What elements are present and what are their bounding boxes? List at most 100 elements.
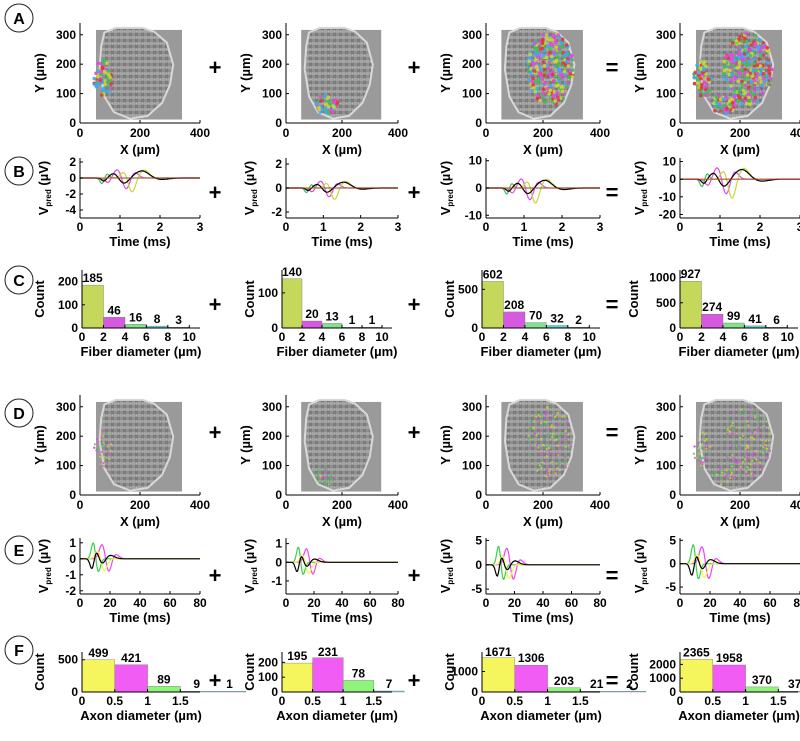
y-tick-label: 300 [262, 28, 282, 42]
y-tick-label: 0 [471, 321, 478, 335]
y-tick-label: 200 [656, 429, 676, 443]
fiber-dot [324, 102, 329, 107]
histogram-bar [81, 284, 104, 329]
fiber-dot [761, 439, 764, 442]
x-tick-label: 1 [544, 694, 551, 708]
fiber-dot [552, 33, 556, 38]
fiber-dot [701, 457, 704, 460]
fiber-dot [750, 472, 753, 475]
fiber-dot [763, 426, 766, 429]
fiber-dot [742, 409, 745, 412]
fiber-dot [554, 45, 558, 49]
fiber-dot [732, 464, 735, 467]
histogram-bar [712, 664, 746, 693]
x-tick-label: 400 [388, 498, 408, 512]
fiber-dot [747, 446, 750, 450]
fiber-dot [103, 445, 107, 448]
fiber-dot [100, 465, 103, 468]
y-axis-label: Y (µm) [438, 53, 453, 93]
bar-value-label: 32 [550, 312, 564, 326]
fiber-dot [730, 442, 734, 445]
x-tick-label: 2 [757, 220, 764, 234]
fiber-dot [700, 82, 704, 87]
x-tick-label: 0.5 [506, 694, 523, 708]
y-axis-label: Count [442, 653, 457, 691]
y-axis-label-main: V [242, 206, 257, 215]
fiber-dot [534, 79, 539, 83]
fiber-dot [730, 471, 733, 474]
fiber-dot [699, 456, 702, 459]
x-tick-label: 400 [590, 126, 610, 140]
fiber-dot [750, 417, 754, 420]
map-panel-a-2: 0 200 400 0 100 200 300 X (µm) Y (µm) [238, 23, 408, 157]
plus-operator: + [209, 292, 222, 317]
fiber-dot [730, 41, 735, 45]
row-label-d: D [4, 398, 34, 428]
x-tick-label: 200 [533, 126, 553, 140]
fiber-dot [752, 57, 756, 61]
x-tick-label: 0.5 [704, 694, 721, 708]
fiber-dot [740, 474, 743, 477]
fiber-dot [733, 460, 736, 463]
y-tick-label: 100 [258, 670, 278, 684]
fiber-dot [553, 40, 558, 45]
fiber-dot [530, 88, 534, 93]
x-tick-label: 0 [77, 126, 84, 140]
x-tick-label: 60 [565, 596, 579, 610]
x-axis-label: Time (ms) [709, 610, 770, 625]
y-axis-label: Y (µm) [438, 425, 453, 465]
fiber-dot [549, 446, 552, 449]
fiber-dot [764, 445, 767, 448]
fiber-dot [320, 107, 325, 112]
fiber-dot [537, 446, 540, 449]
fiber-dot [327, 477, 330, 480]
fiber-dot [106, 462, 109, 465]
y-tick-label: 0 [275, 555, 282, 569]
fiber-dot [761, 468, 764, 471]
plus-operator: + [209, 180, 222, 205]
y-axis-label-main: V [438, 206, 453, 215]
histogram-bar [212, 691, 247, 693]
x-tick-label: 0 [279, 330, 286, 344]
fiber-dot [752, 438, 756, 441]
fiber-dot [552, 60, 557, 64]
fiber-dot [763, 428, 766, 431]
fiber-dot [698, 452, 701, 455]
x-tick-label: 0 [283, 126, 290, 140]
fiber-dot [561, 438, 564, 442]
fiber-dot [545, 475, 548, 478]
fiber-dot [538, 415, 542, 418]
x-tick-label: 400 [790, 126, 800, 140]
y-tick-label: 100 [462, 87, 482, 101]
trace-line [286, 556, 398, 573]
y-axis-label: Vpred (µV) [438, 161, 455, 215]
fiber-dot [751, 436, 754, 439]
fiber-dot [93, 446, 96, 449]
y-tick-label: 10 [663, 155, 677, 169]
fiber-dot [766, 448, 769, 451]
fiber-dot [757, 87, 761, 92]
y-tick-label: 100 [262, 87, 282, 101]
fiber-dot [562, 432, 565, 435]
fiber-dot [543, 438, 546, 441]
x-axis-label: X (µm) [120, 514, 160, 529]
fiber-dot [544, 417, 547, 420]
fiber-dot [551, 435, 554, 439]
fiber-dot [695, 77, 700, 81]
y-axis-label: Y (µm) [32, 53, 47, 93]
fiber-dot [724, 111, 728, 116]
bar-value-label: 1 [369, 313, 376, 327]
fiber-dot [541, 463, 544, 466]
fiber-dot [565, 56, 570, 61]
y-tick-label: 0 [669, 557, 676, 571]
map-panel-a-1: 0 200 400 0 100 200 300 X (µm) Y (µm) [32, 23, 210, 157]
fiber-dot [570, 53, 574, 58]
fiber-dot [564, 455, 567, 458]
y-tick-label: 100 [56, 87, 76, 101]
x-tick-label: 0 [677, 498, 684, 512]
fiber-dot [728, 102, 732, 107]
fiber-dot [703, 433, 707, 436]
y-tick-label: 200 [58, 275, 78, 289]
